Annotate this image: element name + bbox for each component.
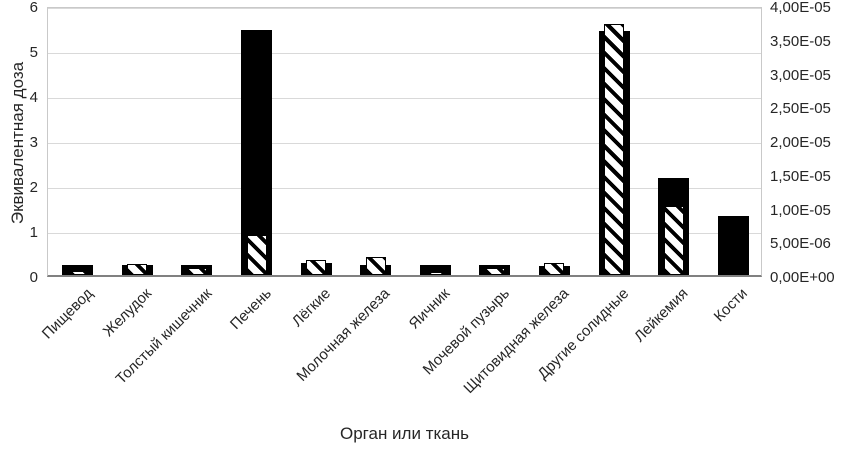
x-axis-category-label-text: Пищевод [38, 285, 96, 343]
y-axis-right-tick: 2,50E-05 [770, 100, 831, 118]
x-axis-category-label-text: Лейкемия [631, 285, 692, 346]
y-axis-right-tick: 3,00E-05 [770, 66, 831, 84]
bar-hatched [663, 206, 684, 275]
gridline [48, 53, 761, 54]
bar-hatched [67, 271, 88, 275]
x-axis-category-label-text: Лёгкие [288, 285, 335, 331]
x-axis-category-label-text: Щитовидная железа [460, 285, 573, 397]
y-axis-left-tick: 5 [29, 44, 38, 61]
x-axis-category-label-text: Яичник [405, 285, 454, 333]
y-axis-left-tick: 1 [29, 224, 38, 241]
y-axis-left-tick: 3 [29, 134, 38, 151]
x-axis-category-label-text: Желудок [100, 285, 156, 341]
bar-solid [62, 264, 94, 275]
gridline [48, 8, 761, 9]
y-axis-left-tick: 6 [29, 0, 38, 16]
bar-hatched [365, 257, 386, 275]
y-axis-right-tick: 5,00E-06 [770, 235, 831, 253]
y-axis-right-tick: 2,00E-05 [770, 134, 831, 151]
y-axis-right-tick: 1,50E-05 [770, 167, 831, 185]
bar-hatched [127, 264, 148, 275]
y-axis-left-tick: 4 [29, 89, 38, 106]
bar-solid [241, 29, 273, 275]
y-axis-right-tick: 0,00E+00 [770, 269, 835, 286]
gridline [48, 233, 761, 234]
bar-solid [717, 216, 749, 275]
plot-area [47, 7, 762, 277]
gridline [48, 188, 761, 189]
x-axis-title: Орган или ткань [339, 424, 469, 443]
bar-hatched [544, 262, 565, 275]
y-axis-left-tick: 0 [29, 269, 38, 286]
y-axis-right-tick: 3,50E-05 [770, 32, 831, 50]
bar-hatched [246, 235, 267, 275]
bar-hatched [186, 267, 207, 275]
gridline [48, 143, 761, 144]
bar-hatched [604, 23, 625, 275]
bar-hatched [484, 268, 505, 275]
x-axis-category-label-text: Печень [226, 285, 275, 334]
x-axis-category-label-text: Кости [711, 285, 752, 326]
bar-hatched [425, 271, 446, 275]
y-axis-right-tick: 4,00E-05 [770, 0, 831, 16]
y-axis-left-tick: 2 [29, 179, 38, 196]
bar-solid [419, 265, 451, 275]
gridline [48, 98, 761, 99]
y-axis-right-tick: 1,00E-05 [770, 201, 831, 219]
bar-hatched [306, 260, 327, 275]
